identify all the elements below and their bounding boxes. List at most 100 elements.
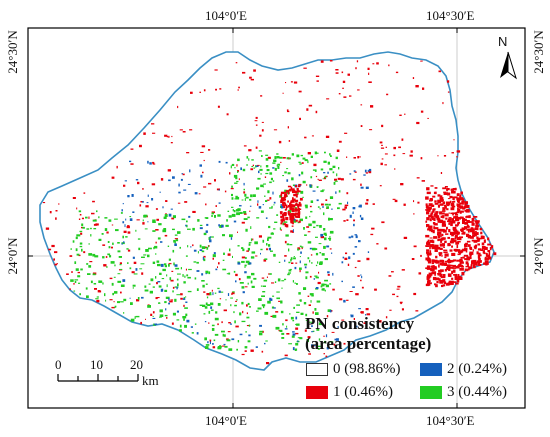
consistency-patch xyxy=(244,350,247,352)
consistency-patch xyxy=(296,199,299,202)
consistency-patch xyxy=(352,207,356,210)
consistency-patch xyxy=(236,180,239,183)
consistency-patch xyxy=(244,198,246,201)
consistency-patch xyxy=(121,209,123,212)
consistency-patch xyxy=(399,301,403,304)
consistency-patch xyxy=(316,345,321,347)
consistency-patch xyxy=(272,180,275,182)
consistency-patch xyxy=(359,214,362,218)
consistency-patch xyxy=(274,221,278,223)
consistency-patch xyxy=(280,300,283,304)
consistency-patch xyxy=(244,271,247,274)
consistency-patch xyxy=(429,239,433,243)
consistency-patch xyxy=(435,260,440,264)
consistency-patch xyxy=(214,333,219,336)
consistency-patch xyxy=(315,264,318,267)
scale-bar xyxy=(57,374,139,382)
consistency-patch xyxy=(455,266,460,269)
consistency-patch xyxy=(285,190,289,193)
consistency-patch xyxy=(119,262,122,264)
legend-item-0: 0 (98.86%) xyxy=(306,361,401,378)
consistency-patch xyxy=(174,238,178,240)
consistency-patch xyxy=(146,202,149,204)
consistency-patch xyxy=(484,256,487,259)
consistency-patch xyxy=(276,164,278,167)
consistency-patch xyxy=(184,324,187,328)
consistency-patch xyxy=(203,313,206,315)
consistency-patch xyxy=(456,193,460,197)
consistency-patch xyxy=(260,210,264,213)
consistency-patch xyxy=(132,284,136,287)
consistency-patch xyxy=(366,313,371,316)
consistency-patch xyxy=(329,341,334,343)
consistency-patch xyxy=(380,162,383,166)
consistency-patch xyxy=(183,318,185,321)
consistency-patch xyxy=(297,204,300,206)
consistency-patch xyxy=(439,195,443,198)
consistency-patch xyxy=(295,190,298,194)
consistency-patch xyxy=(286,333,290,335)
consistency-patch xyxy=(474,231,477,233)
top-lon-label-1: 104°0′E xyxy=(205,8,247,23)
consistency-patch xyxy=(141,296,144,299)
consistency-patch xyxy=(273,204,275,206)
consistency-patch xyxy=(55,217,57,220)
consistency-patch xyxy=(353,223,355,227)
consistency-patch xyxy=(258,235,262,238)
consistency-patch xyxy=(282,213,286,216)
consistency-patch xyxy=(205,302,208,306)
consistency-patch xyxy=(290,316,294,320)
consistency-patch xyxy=(230,187,234,190)
consistency-patch xyxy=(192,244,194,247)
consistency-patch xyxy=(296,215,299,218)
consistency-patch xyxy=(42,202,46,204)
consistency-patch xyxy=(462,256,465,259)
consistency-patch xyxy=(137,297,140,300)
consistency-patch xyxy=(257,177,261,180)
consistency-patch xyxy=(467,263,469,267)
consistency-patch xyxy=(430,265,435,268)
consistency-patch xyxy=(81,223,84,227)
consistency-patch xyxy=(155,229,159,231)
consistency-patch xyxy=(428,203,433,207)
consistency-patch xyxy=(473,240,478,243)
consistency-patch xyxy=(77,275,81,278)
consistency-patch xyxy=(483,262,486,265)
consistency-patch xyxy=(429,237,433,239)
consistency-patch xyxy=(96,296,99,298)
consistency-patch xyxy=(429,218,432,222)
consistency-patch xyxy=(260,248,263,251)
consistency-patch xyxy=(311,344,314,347)
consistency-patch xyxy=(384,164,387,166)
consistency-patch xyxy=(250,238,253,242)
consistency-patch xyxy=(459,259,463,263)
consistency-patch xyxy=(281,218,285,222)
consistency-patch xyxy=(246,156,249,159)
consistency-patch xyxy=(465,261,469,265)
consistency-patch xyxy=(296,304,300,306)
consistency-patch xyxy=(365,314,367,316)
consistency-patch xyxy=(324,237,327,241)
consistency-patch xyxy=(267,156,271,159)
consistency-patch xyxy=(105,299,107,302)
consistency-patch xyxy=(468,266,472,270)
consistency-patch xyxy=(101,233,104,235)
consistency-patch xyxy=(264,258,268,260)
consistency-patch xyxy=(243,182,245,186)
consistency-patch xyxy=(472,228,475,232)
consistency-patch xyxy=(302,180,306,184)
consistency-patch xyxy=(428,214,433,218)
consistency-patch xyxy=(99,280,103,283)
consistency-patch xyxy=(426,276,430,281)
consistency-patch xyxy=(341,319,345,321)
consistency-patch xyxy=(75,236,78,240)
consistency-patch xyxy=(184,201,188,203)
consistency-patch xyxy=(194,277,197,280)
consistency-patch xyxy=(111,246,113,249)
consistency-patch xyxy=(289,202,292,206)
consistency-patch xyxy=(470,248,473,250)
consistency-patch xyxy=(284,328,288,330)
consistency-patch xyxy=(454,274,457,278)
consistency-patch xyxy=(205,217,209,219)
consistency-patch xyxy=(321,283,325,287)
